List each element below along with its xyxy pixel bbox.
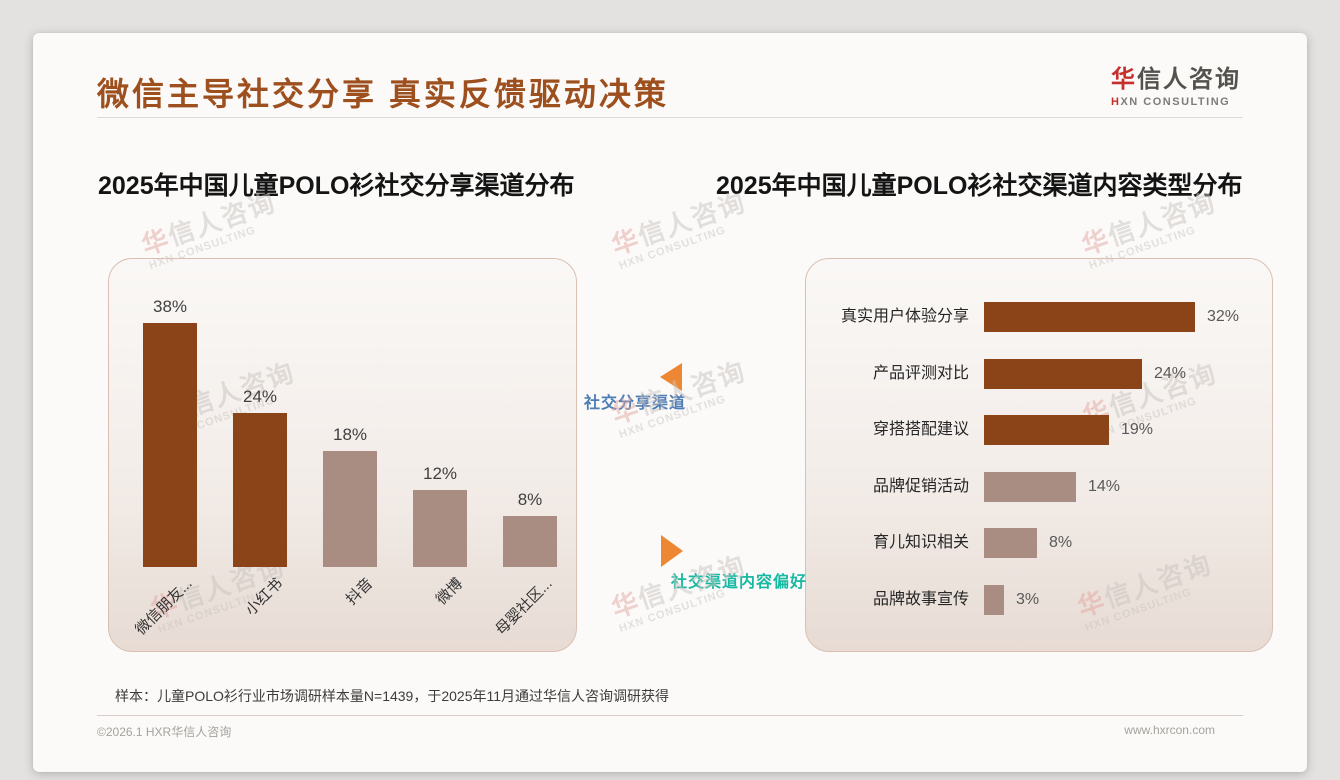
bar-value-label: 3% [1016, 591, 1040, 608]
bar-育儿知识相关 [984, 528, 1037, 558]
bar-母婴社区... [503, 516, 557, 567]
logo-subtitle: HXN CONSULTING [1111, 96, 1241, 108]
bar-小红书 [233, 413, 287, 567]
left-chart-title: 2025年中国儿童POLO衫社交分享渠道分布 [98, 172, 575, 200]
bar-category-label: 母婴社区... [492, 575, 557, 639]
slide-card: 微信主导社交分享 真实反馈驱动决策 华信人咨询 HXN CONSULTING 2… [33, 33, 1307, 772]
arrow-right-icon [661, 535, 683, 567]
logo-subtitle-highlight: H [1111, 96, 1121, 108]
watermark-highlight: 华 [137, 223, 175, 261]
watermark-line2: HXN CONSULTING [617, 224, 728, 273]
watermark-highlight: 华 [1077, 223, 1115, 261]
bar-value-label: 18% [332, 425, 368, 444]
bar-真实用户体验分享 [984, 302, 1195, 332]
bar-穿搭搭配建议 [984, 415, 1109, 445]
watermark-highlight: 华 [607, 586, 645, 624]
bar-品牌故事宣传 [984, 585, 1004, 615]
arrow-left-icon [660, 363, 682, 391]
bar-category-label: 抖音 [342, 575, 377, 609]
header-divider [97, 117, 1243, 118]
row-label-穿搭搭配建议: 穿搭搭配建议 [872, 421, 969, 438]
bar-value-label: 12% [422, 464, 458, 483]
bar-category-label: 微信朋友... [132, 575, 197, 639]
footer-website: www.hxrcon.com [1124, 723, 1215, 737]
bar-value-label: 14% [1088, 478, 1121, 495]
row-label-真实用户体验分享: 真实用户体验分享 [840, 308, 969, 325]
row-label-产品评测对比: 产品评测对比 [872, 365, 969, 382]
company-logo: 华信人咨询 HXN CONSULTING [1111, 59, 1241, 108]
bar-value-label: 38% [152, 297, 188, 316]
bar-抖音 [323, 451, 377, 567]
left-chart-plot: 38% 微信朋友... 24% 小红书 18% 抖音 12% 微博 8% 母婴社区... [109, 259, 576, 651]
footer-copyright: ©2026.1 HXR华信人咨询 [97, 725, 232, 739]
bar-value-label: 24% [242, 387, 278, 406]
share-channel-annotation: 社交分享渠道 [584, 395, 687, 412]
row-label-品牌促销活动: 品牌促销活动 [872, 478, 969, 495]
bar-微信朋友... [143, 323, 197, 567]
bar-category-label: 小红书 [242, 575, 287, 619]
logo-subtitle-rest: XN CONSULTING [1120, 96, 1231, 108]
right-chart-title: 2025年中国儿童POLO衫社交渠道内容类型分布 [716, 172, 1243, 200]
watermark-highlight: 华 [607, 223, 645, 261]
row-label-育儿知识相关: 育儿知识相关 [872, 534, 969, 551]
bar-value-label: 19% [1121, 421, 1154, 438]
logo-brand-text: 华信人咨询 [1111, 59, 1241, 94]
bar-value-label: 24% [1154, 365, 1187, 382]
bar-category-label: 微博 [432, 575, 467, 609]
row-label-品牌故事宣传: 品牌故事宣传 [872, 591, 969, 608]
logo-brand-rest: 信人咨询 [1137, 66, 1241, 93]
bar-value-label: 32% [1207, 308, 1240, 325]
bar-value-label: 8% [1049, 534, 1073, 551]
bar-产品评测对比 [984, 359, 1142, 389]
bar-微博 [413, 490, 467, 567]
sample-footnote: 样本：儿童POLO衫行业市场调研样本量N=1439，于2025年11月通过华信人… [115, 688, 670, 704]
bar-value-label: 8% [517, 490, 543, 509]
content-preference-annotation: 社交渠道内容偏好 [671, 574, 808, 591]
right-chart-plot: 真实用户体验分享 32% 产品评测对比 24% 穿搭搭配建议 19% 品牌促销活动 14% 育儿… [806, 259, 1272, 651]
logo-brand-highlight: 华 [1111, 66, 1137, 93]
right-chart-panel: 真实用户体验分享 32% 产品评测对比 24% 穿搭搭配建议 19% 品牌促销活动 14% 育儿… [805, 258, 1273, 652]
bar-品牌促销活动 [984, 472, 1076, 502]
footer-divider [97, 715, 1243, 716]
page-title: 微信主导社交分享 真实反馈驱动决策 [97, 76, 669, 112]
